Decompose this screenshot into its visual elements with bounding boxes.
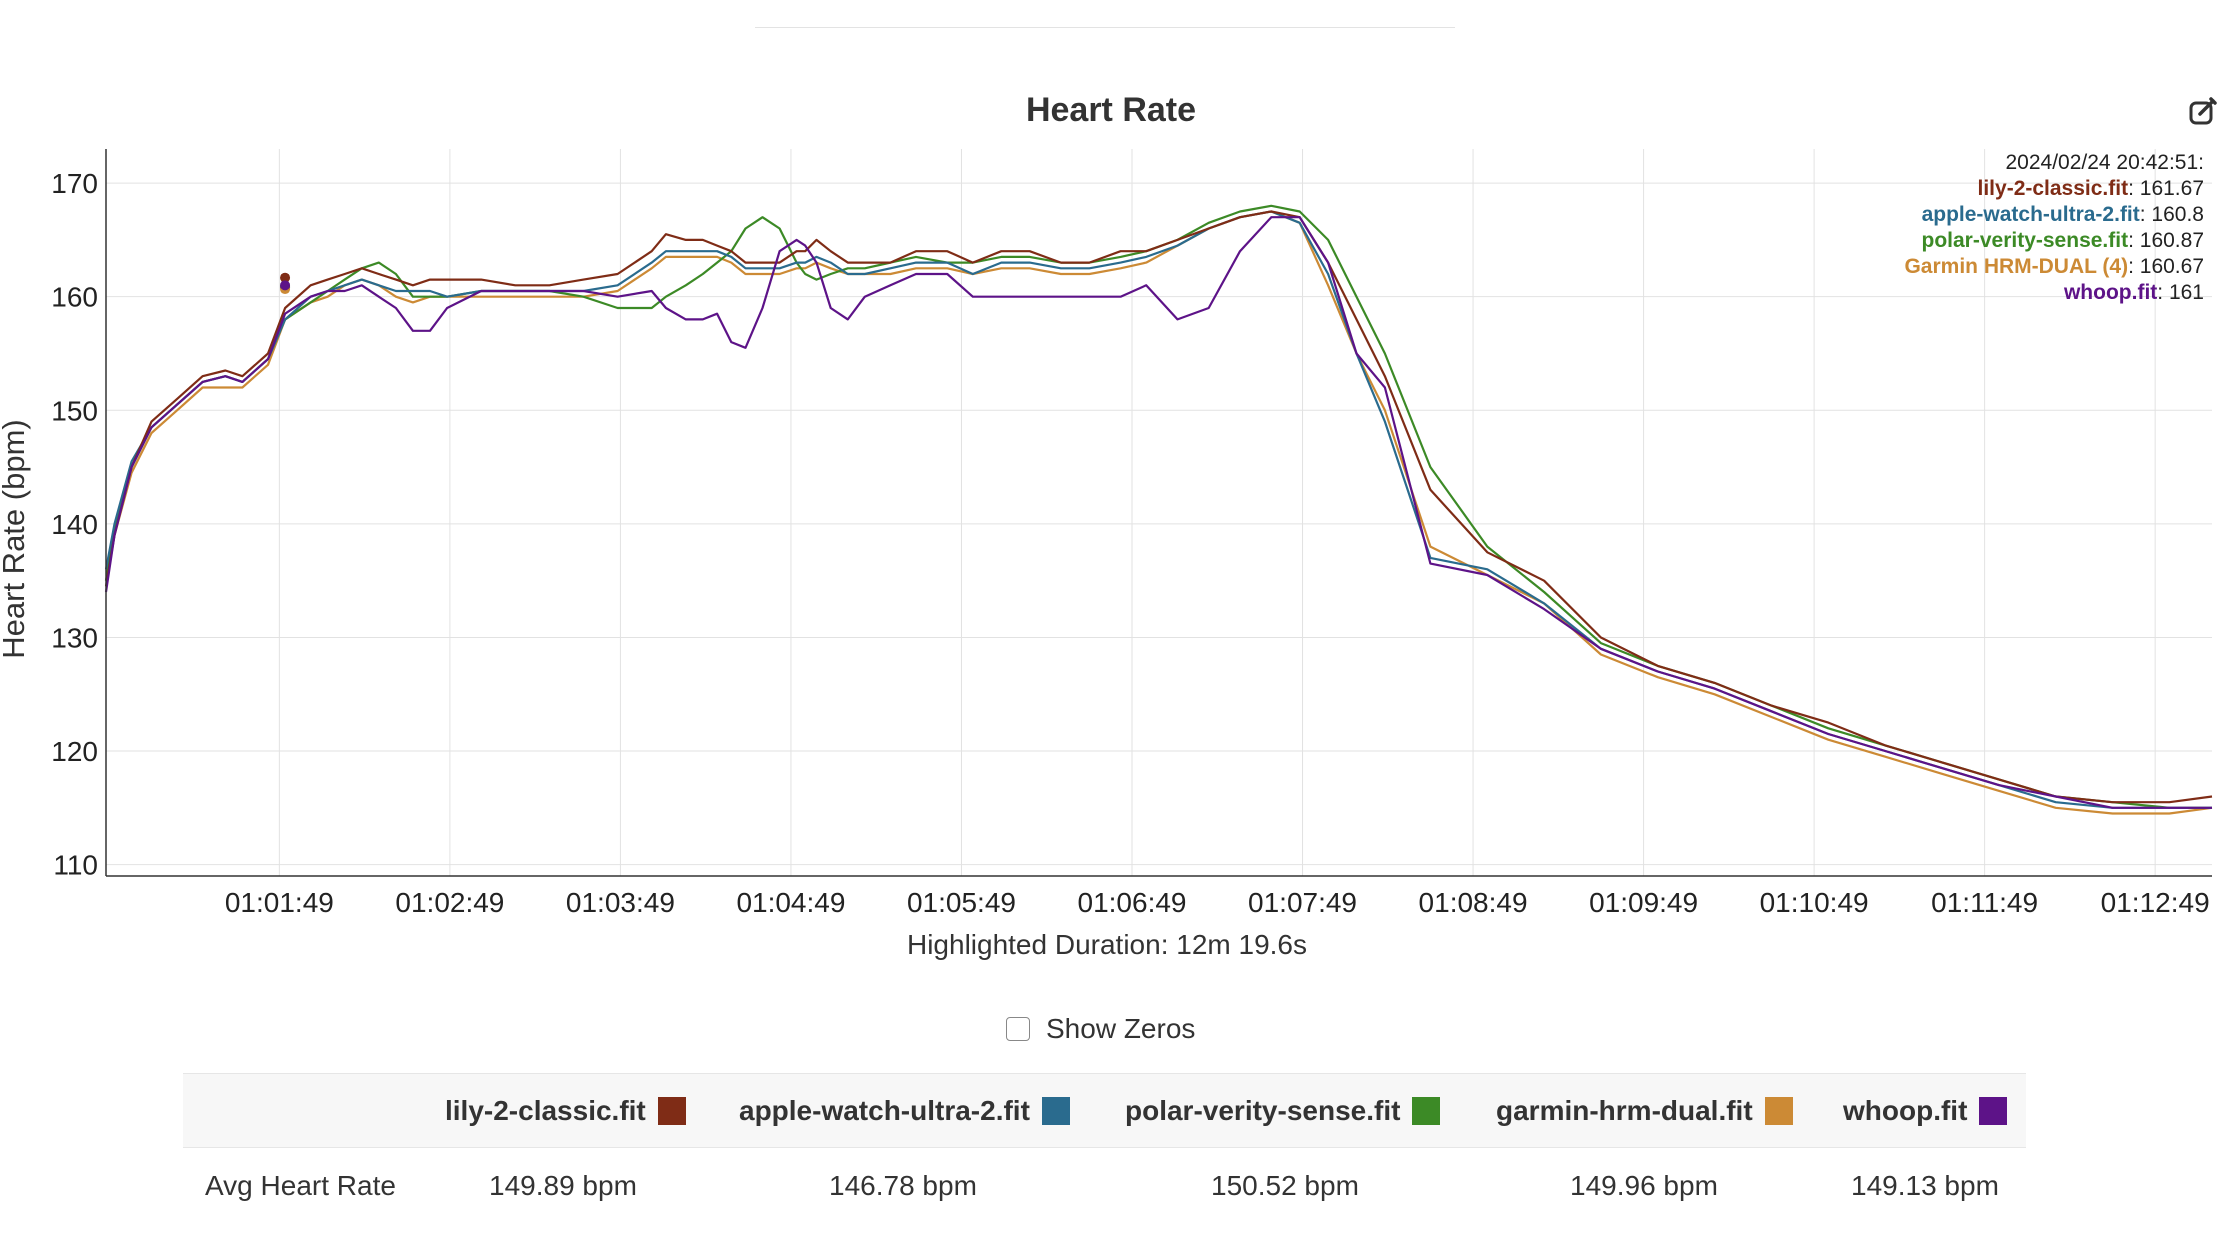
- table-header-lily: lily-2-classic.fit: [445, 1074, 686, 1147]
- y-axis-label: Heart Rate (bpm): [0, 419, 31, 658]
- table-header: lily-2-classic.fit apple-watch-ultra-2.f…: [183, 1073, 2026, 1148]
- series-line-2[interactable]: [104, 210, 2212, 809]
- x-tick-label: 01:03:49: [566, 887, 675, 918]
- tooltip-series-name: polar-verity-sense.fit: [1922, 229, 2129, 252]
- y-tick-label: 160: [51, 282, 98, 313]
- tooltip-series-name: lily-2-classic.fit: [1978, 177, 2129, 200]
- x-tick-label: 01:02:49: [395, 887, 504, 918]
- table-cell: 149.96 bpm: [1570, 1169, 1718, 1201]
- x-tick-label: 01:05:49: [907, 887, 1016, 918]
- x-tick-label: 01:09:49: [1589, 887, 1698, 918]
- x-axis-label: Highlighted Duration: 12m 19.6s: [907, 929, 1307, 960]
- table-row: Avg Heart Rate 149.89 bpm 146.78 bpm 150…: [183, 1148, 2026, 1223]
- chart-axes: 110 120 130 140 150 160 170 01:01:49 01:02:49 01:…: [51, 149, 2212, 918]
- tooltip-series-value: : 160.87: [2128, 229, 2204, 252]
- tooltip-series-value: : 161: [2157, 281, 2204, 304]
- tooltip-row: polar-verity-sense.fit: 160.87: [1922, 229, 2204, 252]
- show-zeros-checkbox[interactable]: [1006, 1017, 1030, 1041]
- top-divider: [755, 27, 1455, 28]
- header-label: polar-verity-sense.fit: [1125, 1094, 1401, 1126]
- chart-grid: [106, 149, 2212, 876]
- tooltip-time: 2024/02/24 20:42:51:: [2005, 151, 2204, 174]
- header-label: lily-2-classic.fit: [445, 1094, 646, 1126]
- x-tick-label: 01:12:49: [2101, 887, 2210, 918]
- hover-point: [280, 280, 291, 291]
- header-label: apple-watch-ultra-2.fit: [739, 1094, 1030, 1126]
- color-swatch: [1041, 1096, 1070, 1125]
- series-line-5[interactable]: [104, 216, 2212, 809]
- chart-title: Heart Rate: [1026, 91, 1196, 129]
- series-line-1[interactable]: [104, 210, 2213, 804]
- x-tick-label: 01:04:49: [736, 887, 845, 918]
- tooltip-series-name: apple-watch-ultra-2.fit: [1922, 203, 2140, 226]
- tooltip-series-value: : 160.67: [2128, 255, 2204, 278]
- tooltip-row: Garmin HRM-DUAL (4): 160.67: [1904, 255, 2204, 278]
- hover-point: [280, 272, 291, 283]
- y-tick-label: 150: [51, 395, 98, 426]
- series-line-4[interactable]: [104, 210, 2213, 815]
- table-header-garmin: garmin-hrm-dual.fit: [1496, 1074, 1793, 1147]
- color-swatch: [1764, 1096, 1793, 1125]
- table-cell: 149.89 bpm: [489, 1169, 637, 1201]
- row-label: Avg Heart Rate: [205, 1169, 396, 1201]
- table-header-polar: polar-verity-sense.fit: [1125, 1074, 1441, 1147]
- header-label: garmin-hrm-dual.fit: [1496, 1094, 1753, 1126]
- tooltip-row: lily-2-classic.fit: 161.67: [1978, 177, 2204, 200]
- show-zeros-label: Show Zeros: [1046, 1013, 1196, 1044]
- table-header-apple: apple-watch-ultra-2.fit: [739, 1074, 1070, 1147]
- x-tick-label: 01:08:49: [1419, 887, 1528, 918]
- y-tick-label: 130: [51, 622, 98, 653]
- external-edit-icon[interactable]: [2188, 96, 2218, 126]
- color-swatch: [1412, 1096, 1441, 1125]
- x-tick-label: 01:11:49: [1931, 887, 2038, 918]
- heart-rate-chart[interactable]: Heart Rate 110 120 130 140 150 160 170 01:01:49…: [0, 0, 2238, 1000]
- table-header-whoop: whoop.fit: [1843, 1074, 2008, 1147]
- table-cell: 149.13 bpm: [1851, 1169, 1999, 1201]
- tooltip-series-name: whoop.fit: [2063, 281, 2157, 304]
- plot-area[interactable]: [104, 204, 2213, 815]
- hover-tooltip: 2024/02/24 20:42:51:lily-2-classic.fit: …: [1904, 151, 2204, 304]
- y-tick-label: 120: [51, 736, 98, 767]
- header-label: whoop.fit: [1843, 1094, 1968, 1126]
- y-tick-label: 170: [51, 168, 98, 199]
- color-swatch: [1979, 1096, 2008, 1125]
- table-cell: 150.52 bpm: [1211, 1169, 1359, 1201]
- y-tick-label: 110: [53, 850, 98, 881]
- show-zeros-toggle[interactable]: Show Zeros: [1006, 1013, 1195, 1045]
- tooltip-series-name: Garmin HRM-DUAL (4): [1904, 255, 2128, 278]
- tooltip-series-value: : 161.67: [2128, 177, 2204, 200]
- summary-table: lily-2-classic.fit apple-watch-ultra-2.f…: [183, 1073, 2026, 1223]
- tooltip-row: apple-watch-ultra-2.fit: 160.8: [1922, 203, 2204, 226]
- color-swatch: [657, 1096, 686, 1125]
- series-line-3[interactable]: [104, 204, 2212, 809]
- x-tick-label: 01:10:49: [1760, 887, 1869, 918]
- y-tick-label: 140: [51, 509, 98, 540]
- table-cell: 146.78 bpm: [829, 1169, 977, 1201]
- x-tick-label: 01:01:49: [225, 887, 334, 918]
- x-tick-label: 01:06:49: [1078, 887, 1187, 918]
- tooltip-series-value: : 160.8: [2140, 203, 2204, 226]
- tooltip-row: whoop.fit: 161: [2063, 281, 2204, 304]
- x-tick-label: 01:07:49: [1248, 887, 1357, 918]
